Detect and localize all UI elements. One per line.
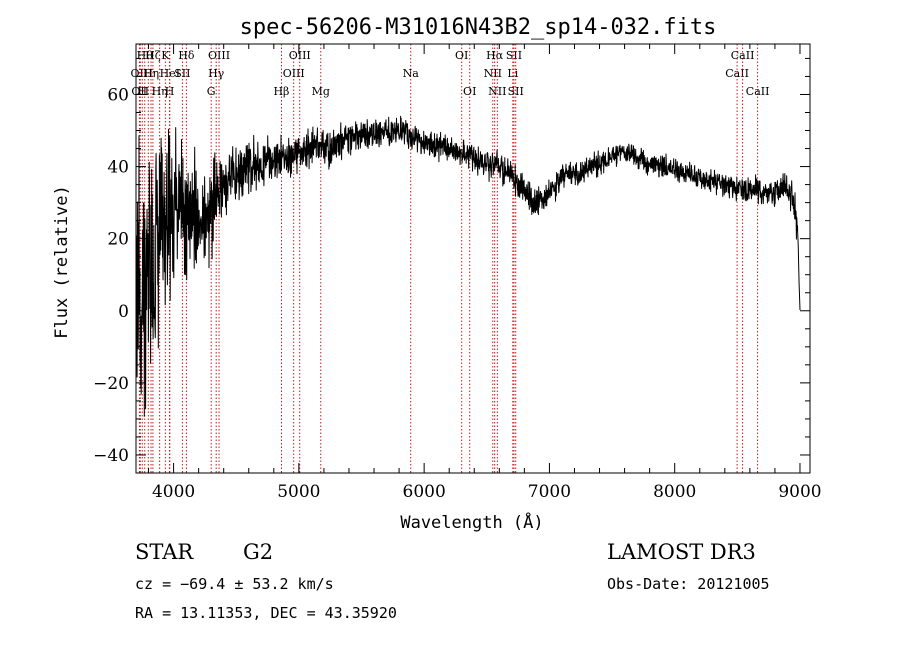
line-marker-label: NII bbox=[488, 85, 506, 98]
line-marker-label: SII bbox=[174, 67, 190, 80]
observation-date: Obs-Date: 20121005 bbox=[607, 575, 770, 593]
line-marker-label: H bbox=[165, 85, 175, 98]
line-marker-label: Na bbox=[403, 67, 420, 80]
axes: 4000 5000 6000 7000 8000 9000 −40 −20 0 20 40 60 bbox=[93, 43, 822, 502]
line-marker-label: Hα bbox=[486, 49, 504, 62]
survey-label: LAMOST DR3 bbox=[607, 540, 756, 564]
y-tick-label: 60 bbox=[107, 85, 129, 105]
plot-area bbox=[135, 115, 801, 417]
object-class: STAR bbox=[135, 540, 194, 564]
line-marker-label: OIII bbox=[208, 49, 230, 62]
line-marker-label: Hζ bbox=[145, 49, 161, 62]
y-tick-label: 20 bbox=[107, 230, 129, 250]
line-marker-label: OIII bbox=[289, 49, 311, 62]
line-marker-label: H bbox=[137, 85, 147, 98]
line-marker-label: G bbox=[207, 85, 216, 98]
x-axis-label: Wavelength (Å) bbox=[400, 511, 543, 533]
line-marker-label: CaII bbox=[725, 67, 749, 80]
line-marker-label: OII bbox=[131, 67, 149, 80]
y-axis-label: Flux (relative) bbox=[52, 185, 72, 339]
line-marker-label: Hη bbox=[143, 67, 159, 80]
line-marker-label: Hη bbox=[152, 85, 168, 98]
x-tick-label: 9000 bbox=[778, 482, 821, 502]
plot-frame bbox=[135, 43, 811, 474]
y-tick-label: 40 bbox=[107, 158, 129, 178]
y-tick-label: −20 bbox=[93, 374, 129, 394]
line-marker-label: NII bbox=[484, 67, 502, 80]
coordinates: RA = 13.11353, DEC = 43.35920 bbox=[135, 604, 397, 622]
line-marker-label: Mg bbox=[312, 85, 330, 98]
x-tick-label: 6000 bbox=[403, 482, 446, 502]
line-marker-label: OI bbox=[463, 85, 476, 98]
line-marker-label: OI bbox=[455, 49, 468, 62]
object-subclass: G2 bbox=[243, 540, 274, 564]
line-marker-label: H bbox=[143, 67, 153, 80]
line-marker-label: Hγ bbox=[208, 67, 225, 80]
line-marker-label: CaII bbox=[746, 85, 770, 98]
chart-title: spec-56206-M31016N43B2_sp14-032.fits bbox=[240, 15, 717, 40]
y-tick-label: 0 bbox=[118, 302, 129, 322]
line-marker-label: SII bbox=[508, 85, 524, 98]
x-tick-label: 8000 bbox=[653, 482, 696, 502]
spectrum-line bbox=[135, 115, 801, 417]
line-marker-label: Hδ bbox=[178, 49, 195, 62]
line-markers: OIIOIIHHθHHηHζHηKHHeISIIHδGHγOIIIHβOIIIO… bbox=[131, 44, 770, 473]
x-tick-label: 5000 bbox=[277, 482, 320, 502]
line-marker-label: CaII bbox=[731, 49, 755, 62]
y-tick-label: −40 bbox=[93, 446, 129, 466]
x-tick-label: 4000 bbox=[152, 482, 195, 502]
line-marker-label: HeI bbox=[160, 67, 180, 80]
x-tick-label: 7000 bbox=[528, 482, 571, 502]
line-marker-label: K bbox=[161, 49, 170, 62]
line-marker-label: Hβ bbox=[273, 85, 289, 98]
line-marker-label: Li bbox=[507, 67, 518, 80]
line-marker-label: SII bbox=[506, 49, 522, 62]
redshift-cz: cz = −69.4 ± 53.2 km/s bbox=[135, 575, 334, 593]
line-marker-label: OIII bbox=[283, 67, 305, 80]
